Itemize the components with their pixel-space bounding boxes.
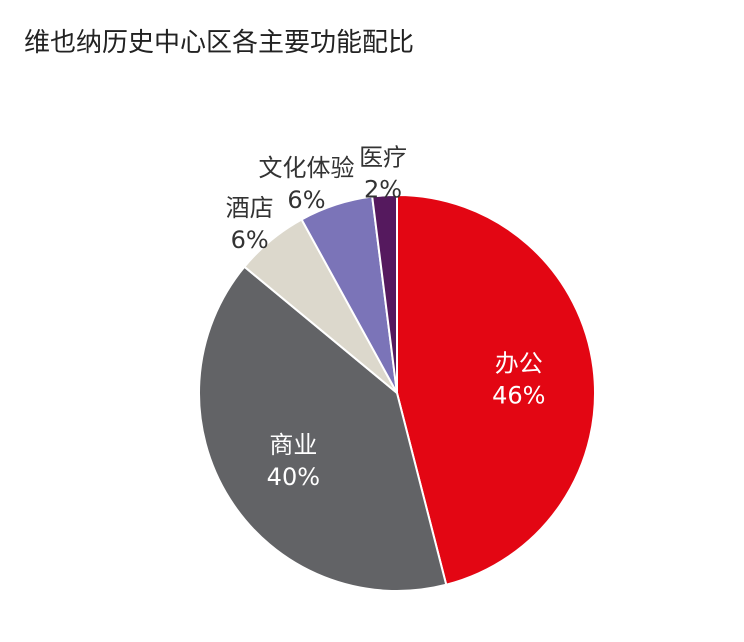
- slice-label-0: 办公: [495, 350, 543, 378]
- slice-value-2: 6%: [231, 226, 269, 254]
- pie-slice-4: [371, 193, 398, 394]
- slice-value-4: 2%: [364, 176, 402, 204]
- pie-slice-1: [198, 265, 448, 592]
- slice-label-1: 商业: [269, 431, 317, 459]
- pie-slices: [198, 193, 596, 592]
- slice-label-2: 酒店: [226, 194, 274, 222]
- pie-labels: 办公 46% 商业 40% 酒店 6% 文化体验 6% 医疗 2%: [226, 144, 546, 491]
- slice-value-0: 46%: [492, 382, 545, 410]
- chart-title: 维也纳历史中心区各主要功能配比: [24, 28, 415, 58]
- slice-value-1: 40%: [267, 463, 320, 491]
- slice-label-3: 文化体验: [258, 154, 354, 182]
- slice-label-4: 医疗: [359, 144, 407, 172]
- pie-slice-0: [396, 193, 596, 586]
- slice-value-3: 6%: [287, 186, 325, 214]
